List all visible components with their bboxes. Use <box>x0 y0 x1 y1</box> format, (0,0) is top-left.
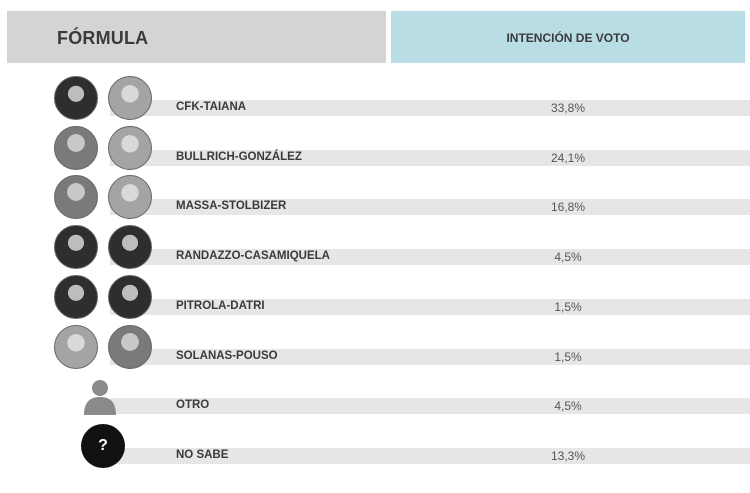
table-row: CFK-TAIANA 33,8% <box>0 73 750 123</box>
vote-percentage: 4,5% <box>554 250 582 264</box>
formula-name: SOLANAS-POUSO <box>176 350 278 362</box>
row-background-bar <box>110 150 750 166</box>
vote-percentage: 1,5% <box>554 350 582 364</box>
vote-percentage: 4,5% <box>554 399 582 413</box>
row-background-bar <box>110 249 750 265</box>
vote-percentage: 13,3% <box>550 449 586 463</box>
vote-percentage: 24,1% <box>550 151 586 165</box>
candidate-photo-vice <box>108 275 152 319</box>
formula-name: CFK-TAIANA <box>176 101 247 113</box>
row-background-bar <box>110 448 750 464</box>
vote-percentage: 1,5% <box>554 300 582 314</box>
person-silhouette-icon <box>84 380 116 415</box>
table-row: SOLANAS-POUSO 1,5% <box>0 322 750 372</box>
vote-percentage: 16,8% <box>550 200 586 214</box>
candidate-photo-vice <box>108 325 152 369</box>
candidate-photo-president <box>54 76 98 120</box>
row-background-bar <box>110 100 750 116</box>
formula-name: BULLRICH-GONZÁLEZ <box>176 151 302 163</box>
row-background-bar <box>110 349 750 365</box>
formula-name: RANDAZZO-CASAMIQUELA <box>176 250 330 262</box>
row-background-bar <box>110 299 750 315</box>
candidate-photo-vice <box>108 225 152 269</box>
candidate-photo-vice <box>108 76 152 120</box>
formula-name: MASSA-STOLBIZER <box>176 200 287 212</box>
vote-percentage: 33,8% <box>550 101 586 115</box>
candidate-photo-president <box>54 225 98 269</box>
question-mark-icon: ? <box>81 424 125 468</box>
formula-name: PITROLA-DATRI <box>176 300 265 312</box>
vote-header-label: INTENCIÓN DE VOTO <box>506 31 630 45</box>
candidate-photo-president <box>54 325 98 369</box>
table-row: MASSA-STOLBIZER 16,8% <box>0 172 750 222</box>
candidate-photo-president <box>54 175 98 219</box>
candidate-photo-president <box>54 275 98 319</box>
table-row: RANDAZZO-CASAMIQUELA 4,5% <box>0 222 750 272</box>
table-row: OTRO 4,5% <box>0 371 750 421</box>
formula-name: OTRO <box>176 399 210 411</box>
formula-column-header: FÓRMULA <box>7 11 386 63</box>
candidate-photo-vice <box>108 126 152 170</box>
formula-name: NO SABE <box>176 449 229 461</box>
table-row: PITROLA-DATRI 1,5% <box>0 272 750 322</box>
formula-header-label: FÓRMULA <box>57 28 149 48</box>
row-background-bar <box>110 398 750 414</box>
candidate-photo-president <box>54 126 98 170</box>
vote-intention-column-header: INTENCIÓN DE VOTO <box>391 11 745 63</box>
candidate-photo-vice <box>108 175 152 219</box>
table-row: ? NO SABE 13,3% <box>0 421 750 471</box>
row-background-bar <box>110 199 750 215</box>
table-row: BULLRICH-GONZÁLEZ 24,1% <box>0 123 750 173</box>
